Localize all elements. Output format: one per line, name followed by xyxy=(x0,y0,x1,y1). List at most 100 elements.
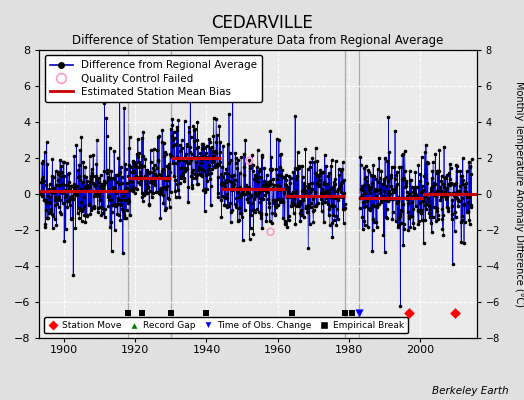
Point xyxy=(269,199,278,206)
Point xyxy=(160,152,168,159)
Point xyxy=(193,181,202,188)
Point xyxy=(397,175,406,182)
Point xyxy=(407,177,415,183)
Point xyxy=(56,197,64,204)
Point xyxy=(409,220,417,226)
Point xyxy=(118,189,127,196)
Point xyxy=(280,221,289,228)
Point xyxy=(141,177,150,184)
Point xyxy=(374,166,382,172)
Point xyxy=(278,174,287,180)
Point xyxy=(268,166,276,173)
Point xyxy=(111,184,119,191)
Point xyxy=(48,225,57,232)
Point xyxy=(313,158,322,164)
Point xyxy=(412,192,420,198)
Point xyxy=(439,212,447,218)
Point xyxy=(63,198,71,204)
Point xyxy=(231,160,239,166)
Point xyxy=(132,172,140,179)
Point xyxy=(159,192,167,198)
Point xyxy=(315,177,323,184)
Point xyxy=(238,190,246,196)
Point xyxy=(336,182,344,188)
Point xyxy=(259,196,268,202)
Point xyxy=(68,215,77,221)
Point xyxy=(133,186,141,192)
Point xyxy=(239,190,247,196)
Point xyxy=(433,205,441,211)
Point xyxy=(201,154,210,160)
Point xyxy=(236,210,245,216)
Point xyxy=(108,202,116,208)
Point xyxy=(146,179,154,185)
Point xyxy=(113,194,122,201)
Point xyxy=(46,194,54,200)
Point xyxy=(135,174,144,181)
Point xyxy=(290,196,298,202)
Point xyxy=(268,220,276,226)
Point xyxy=(363,198,371,204)
Point xyxy=(282,184,291,190)
Point xyxy=(402,189,411,196)
Point xyxy=(287,191,296,197)
Point xyxy=(442,186,451,192)
Point xyxy=(159,165,167,172)
Point xyxy=(107,168,115,174)
Point xyxy=(84,183,92,190)
Point xyxy=(372,176,380,182)
Point xyxy=(404,196,412,203)
Point xyxy=(160,184,169,190)
Point xyxy=(432,208,441,214)
Point xyxy=(225,178,234,184)
Point xyxy=(63,203,71,210)
Point xyxy=(190,138,198,144)
Point xyxy=(215,123,224,130)
Point xyxy=(361,175,369,181)
Point xyxy=(205,166,213,172)
Point xyxy=(405,191,413,198)
Point xyxy=(156,190,164,197)
Point xyxy=(441,174,450,180)
Point xyxy=(110,176,118,182)
Point xyxy=(145,170,153,177)
Point xyxy=(60,172,69,179)
Point xyxy=(223,204,232,210)
Point xyxy=(446,175,454,182)
Point xyxy=(341,310,350,316)
Point xyxy=(267,180,275,187)
Point xyxy=(249,230,257,237)
Point xyxy=(226,200,234,206)
Point xyxy=(301,146,310,152)
Point xyxy=(421,201,429,208)
Point xyxy=(177,175,185,181)
Point xyxy=(416,178,424,184)
Point xyxy=(454,198,463,204)
Point xyxy=(216,159,224,165)
Point xyxy=(77,134,85,140)
Point xyxy=(315,170,324,177)
Point xyxy=(130,163,138,169)
Point xyxy=(72,142,81,148)
Point xyxy=(392,218,400,224)
Point xyxy=(199,186,208,193)
Point xyxy=(68,188,76,194)
Point xyxy=(434,168,443,174)
Point xyxy=(446,164,455,171)
Point xyxy=(69,196,77,202)
Point xyxy=(428,175,436,182)
Point xyxy=(93,176,102,183)
Point xyxy=(309,196,317,202)
Point xyxy=(253,206,261,212)
Point xyxy=(227,186,236,193)
Point xyxy=(138,198,147,204)
Point xyxy=(308,186,316,193)
Point xyxy=(243,196,252,202)
Point xyxy=(420,172,429,179)
Point xyxy=(291,221,300,227)
Point xyxy=(438,226,446,232)
Point xyxy=(270,182,278,188)
Point xyxy=(54,169,62,175)
Point xyxy=(79,206,87,212)
Point xyxy=(460,240,468,246)
